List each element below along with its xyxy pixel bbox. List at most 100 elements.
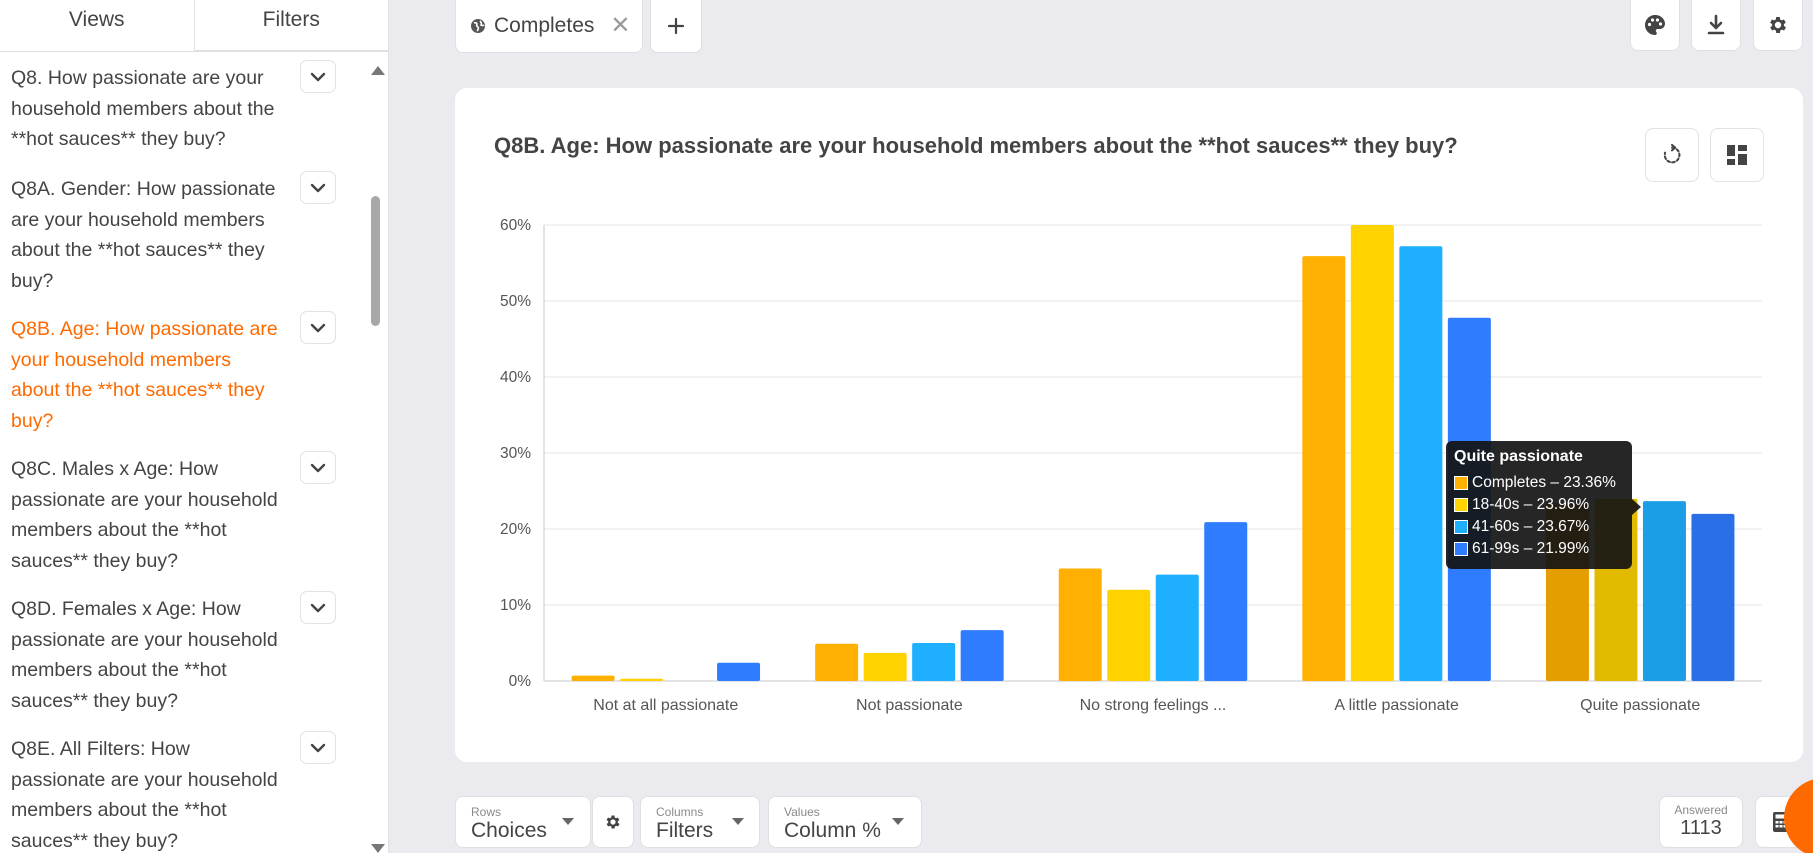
refresh-button[interactable] [1645,128,1699,182]
gear-icon [606,815,620,829]
bar [1107,589,1151,681]
question-item-q8[interactable]: Q8. How passionate are your household me… [0,56,360,167]
chevron-down-icon [310,323,326,332]
question-item-q8a[interactable]: Q8A. Gender: How passionate are your hou… [0,167,360,307]
tooltip-title: Quite passionate [1454,448,1583,465]
values-value: Column % [784,819,881,842]
bar [1691,513,1735,681]
dashboard-icon [1727,145,1747,165]
refresh-icon [1663,144,1681,164]
bar [1350,225,1394,681]
question-list: Q8. How passionate are your household me… [0,56,360,853]
bar [1642,501,1686,681]
columns-value: Filters [656,819,714,842]
sidebar: Views Filters Q8. How passionate are you… [0,0,389,853]
expand-button[interactable] [300,171,336,204]
x-tick-label: Not at all passionate [593,697,738,714]
filter-chip-label: Completes [494,14,595,37]
answered-value: 1113 [1680,817,1722,839]
columns-label: Columns [656,805,704,819]
question-item-q8b[interactable]: Q8B. Age: How passionate are your househ… [0,307,360,447]
close-icon[interactable]: ✕ [610,12,631,39]
question-label: Q8D. Females x Age: How passionate are y… [11,598,278,712]
expand-button[interactable] [300,451,336,484]
bar [717,662,761,681]
bar [620,678,664,681]
chevron-down-icon [310,183,326,192]
bar [571,675,615,681]
rows-label: Rows [471,805,502,819]
x-tick-label: A little passionate [1334,697,1459,714]
bar [1302,256,1346,681]
tab-views[interactable]: Views [0,0,195,51]
columns-selector[interactable]: Columns Filters [640,796,760,848]
sidebar-scrollbar[interactable] [366,60,385,853]
question-label: Q8E. All Filters: How passionate are you… [11,738,278,852]
palette-button[interactable] [1630,0,1680,51]
chart-title: Q8B. Age: How passionate are your househ… [494,133,1458,158]
expand-button[interactable] [300,591,336,624]
question-label: Q8B. Age: How passionate are your househ… [11,318,278,432]
question-label: Q8C. Males x Age: How passionate are you… [11,458,278,572]
y-tick-label: 60% [500,217,531,234]
chevron-down-icon [310,603,326,612]
bar [1058,568,1102,681]
tooltip-row: 41-60s – 23.67% [1454,516,1624,538]
bar [863,652,907,681]
tooltip-row: 18-40s – 23.96% [1454,494,1624,516]
scroll-up-arrow-icon[interactable] [371,66,385,75]
tab-filters[interactable]: Filters [194,0,388,51]
bar [815,643,859,681]
x-tick-label: Not passionate [856,697,963,714]
legend-swatch [1454,542,1468,556]
bar [912,643,956,681]
rows-settings-button[interactable] [592,796,634,848]
palette-icon [1645,15,1665,35]
y-tick-label: 10% [500,597,531,614]
question-item-q8d[interactable]: Q8D. Females x Age: How passionate are y… [0,587,360,727]
caret-down-icon [562,818,574,825]
expand-button[interactable] [300,731,336,764]
question-item-q8e[interactable]: Q8E. All Filters: How passionate are you… [0,727,360,853]
scroll-thumb[interactable] [371,196,380,326]
settings-button[interactable] [1753,0,1803,51]
y-tick-label: 40% [500,369,531,386]
expand-button[interactable] [300,60,336,93]
legend-swatch [1454,520,1468,534]
caret-down-icon [892,818,904,825]
question-label: Q8A. Gender: How passionate are your hou… [11,178,276,292]
tooltip-row: Completes – 23.36% [1454,472,1624,494]
filter-chip-completes[interactable]: Completes ✕ [455,0,643,53]
chevron-down-icon [310,743,326,752]
bar [960,630,1004,681]
sidebar-tabs: Views Filters [0,0,388,52]
legend-swatch [1454,498,1468,512]
y-tick-label: 50% [500,293,531,310]
layout-button[interactable] [1710,128,1764,182]
rows-value: Choices [471,819,547,842]
values-selector[interactable]: Values Column % [768,796,922,848]
bar [1399,246,1443,681]
download-icon [1707,14,1725,35]
values-label: Values [784,805,820,819]
rows-selector[interactable]: Rows Choices [455,796,591,848]
answered-label: Answered [1674,803,1728,817]
download-button[interactable] [1691,0,1741,51]
chevron-down-icon [310,72,326,81]
plus-icon [667,17,685,35]
globe-icon [471,19,485,33]
y-tick-label: 30% [500,445,531,462]
tooltip-arrow [1632,499,1641,515]
add-filter-button[interactable] [650,0,702,53]
bar [1155,574,1199,681]
expand-button[interactable] [300,311,336,344]
caret-down-icon [732,818,744,825]
y-tick-label: 20% [500,521,531,538]
chart-tooltip: Quite passionate Completes – 23.36% 18-4… [1446,441,1632,569]
chevron-down-icon [310,463,326,472]
scroll-down-arrow-icon[interactable] [371,844,385,853]
question-label: Q8. How passionate are your household me… [11,67,275,150]
gear-icon [1770,17,1786,33]
question-item-q8c[interactable]: Q8C. Males x Age: How passionate are you… [0,447,360,587]
